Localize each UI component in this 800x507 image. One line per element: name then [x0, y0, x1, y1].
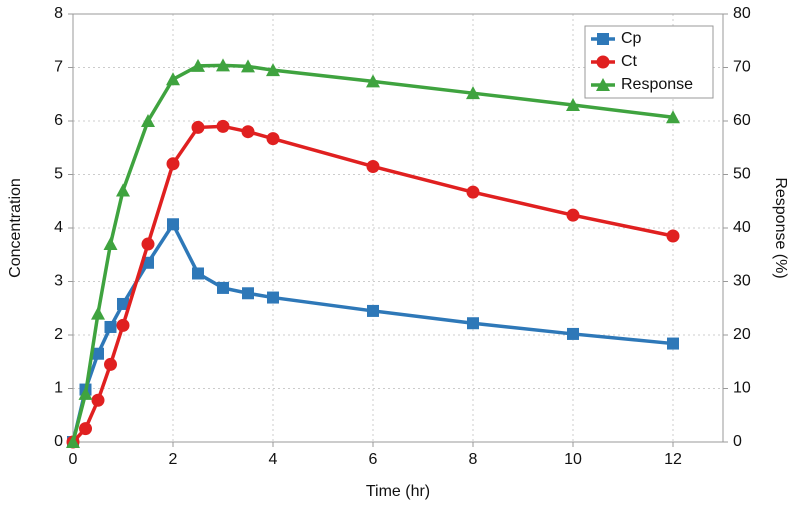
y2-tick-label: 50 — [733, 166, 751, 183]
marker — [466, 86, 480, 100]
marker — [192, 267, 204, 280]
x-tick-label: 8 — [469, 451, 478, 468]
marker — [91, 306, 105, 320]
legend-label: Response — [621, 76, 693, 93]
y2-tick-label: 80 — [733, 5, 751, 22]
x-tick-label: 12 — [664, 451, 682, 468]
legend-label: Ct — [621, 53, 638, 70]
marker — [66, 435, 80, 448]
y-tick-label: 5 — [54, 166, 63, 183]
x-tick-label: 10 — [564, 451, 582, 468]
y-tick-label: 1 — [54, 380, 63, 397]
marker — [103, 237, 118, 251]
marker — [91, 393, 105, 407]
legend-marker — [596, 55, 610, 69]
marker — [666, 229, 680, 243]
y-tick-label: 7 — [54, 59, 63, 76]
marker — [566, 208, 580, 222]
marker — [366, 74, 380, 88]
marker — [166, 157, 180, 171]
legend-marker — [596, 78, 610, 91]
marker — [78, 386, 93, 400]
marker — [267, 291, 279, 304]
marker — [467, 317, 479, 330]
marker — [217, 281, 229, 294]
marker — [166, 72, 180, 86]
marker — [191, 120, 205, 134]
marker — [367, 304, 379, 317]
y2-tick-label: 30 — [733, 273, 751, 290]
y2-tick-label: 0 — [733, 433, 742, 450]
marker — [79, 422, 92, 436]
y-tick-label: 0 — [54, 433, 63, 450]
marker — [116, 183, 130, 197]
marker — [466, 185, 480, 199]
y-tick-label: 8 — [54, 5, 63, 22]
marker — [141, 237, 155, 251]
marker — [366, 159, 380, 173]
marker — [241, 59, 255, 73]
marker — [117, 297, 129, 310]
marker — [242, 287, 254, 300]
x-axis-label: Time (hr) — [366, 483, 430, 500]
x-tick-label: 4 — [269, 451, 278, 468]
marker — [667, 337, 679, 350]
legend-marker — [597, 33, 609, 45]
y2-tick-label: 60 — [733, 112, 751, 129]
marker — [266, 63, 280, 77]
marker — [92, 347, 104, 360]
legend-label: Cp — [621, 30, 642, 47]
marker — [191, 58, 205, 72]
y2-axis-label: Response (%) — [772, 177, 789, 278]
marker — [142, 256, 154, 269]
marker — [141, 114, 155, 127]
y-axis-label: Concentration — [7, 178, 24, 278]
y-tick-label: 3 — [54, 273, 63, 290]
y2-tick-label: 20 — [733, 326, 751, 343]
marker — [216, 58, 230, 72]
y2-tick-label: 70 — [733, 59, 751, 76]
x-tick-label: 6 — [369, 451, 378, 468]
y-tick-label: 2 — [54, 326, 63, 343]
marker — [116, 318, 130, 332]
marker — [566, 97, 580, 111]
marker — [266, 132, 280, 146]
x-tick-label: 0 — [69, 451, 78, 468]
y2-tick-label: 10 — [733, 380, 751, 397]
y-tick-label: 4 — [54, 219, 63, 236]
marker — [216, 119, 230, 133]
marker — [666, 110, 680, 124]
marker — [104, 357, 117, 371]
marker — [104, 320, 117, 333]
y2-tick-label: 40 — [733, 219, 751, 236]
y-tick-label: 6 — [54, 112, 63, 129]
marker — [241, 125, 255, 139]
x-tick-label: 2 — [169, 451, 178, 468]
marker — [167, 218, 179, 231]
marker — [567, 327, 579, 340]
